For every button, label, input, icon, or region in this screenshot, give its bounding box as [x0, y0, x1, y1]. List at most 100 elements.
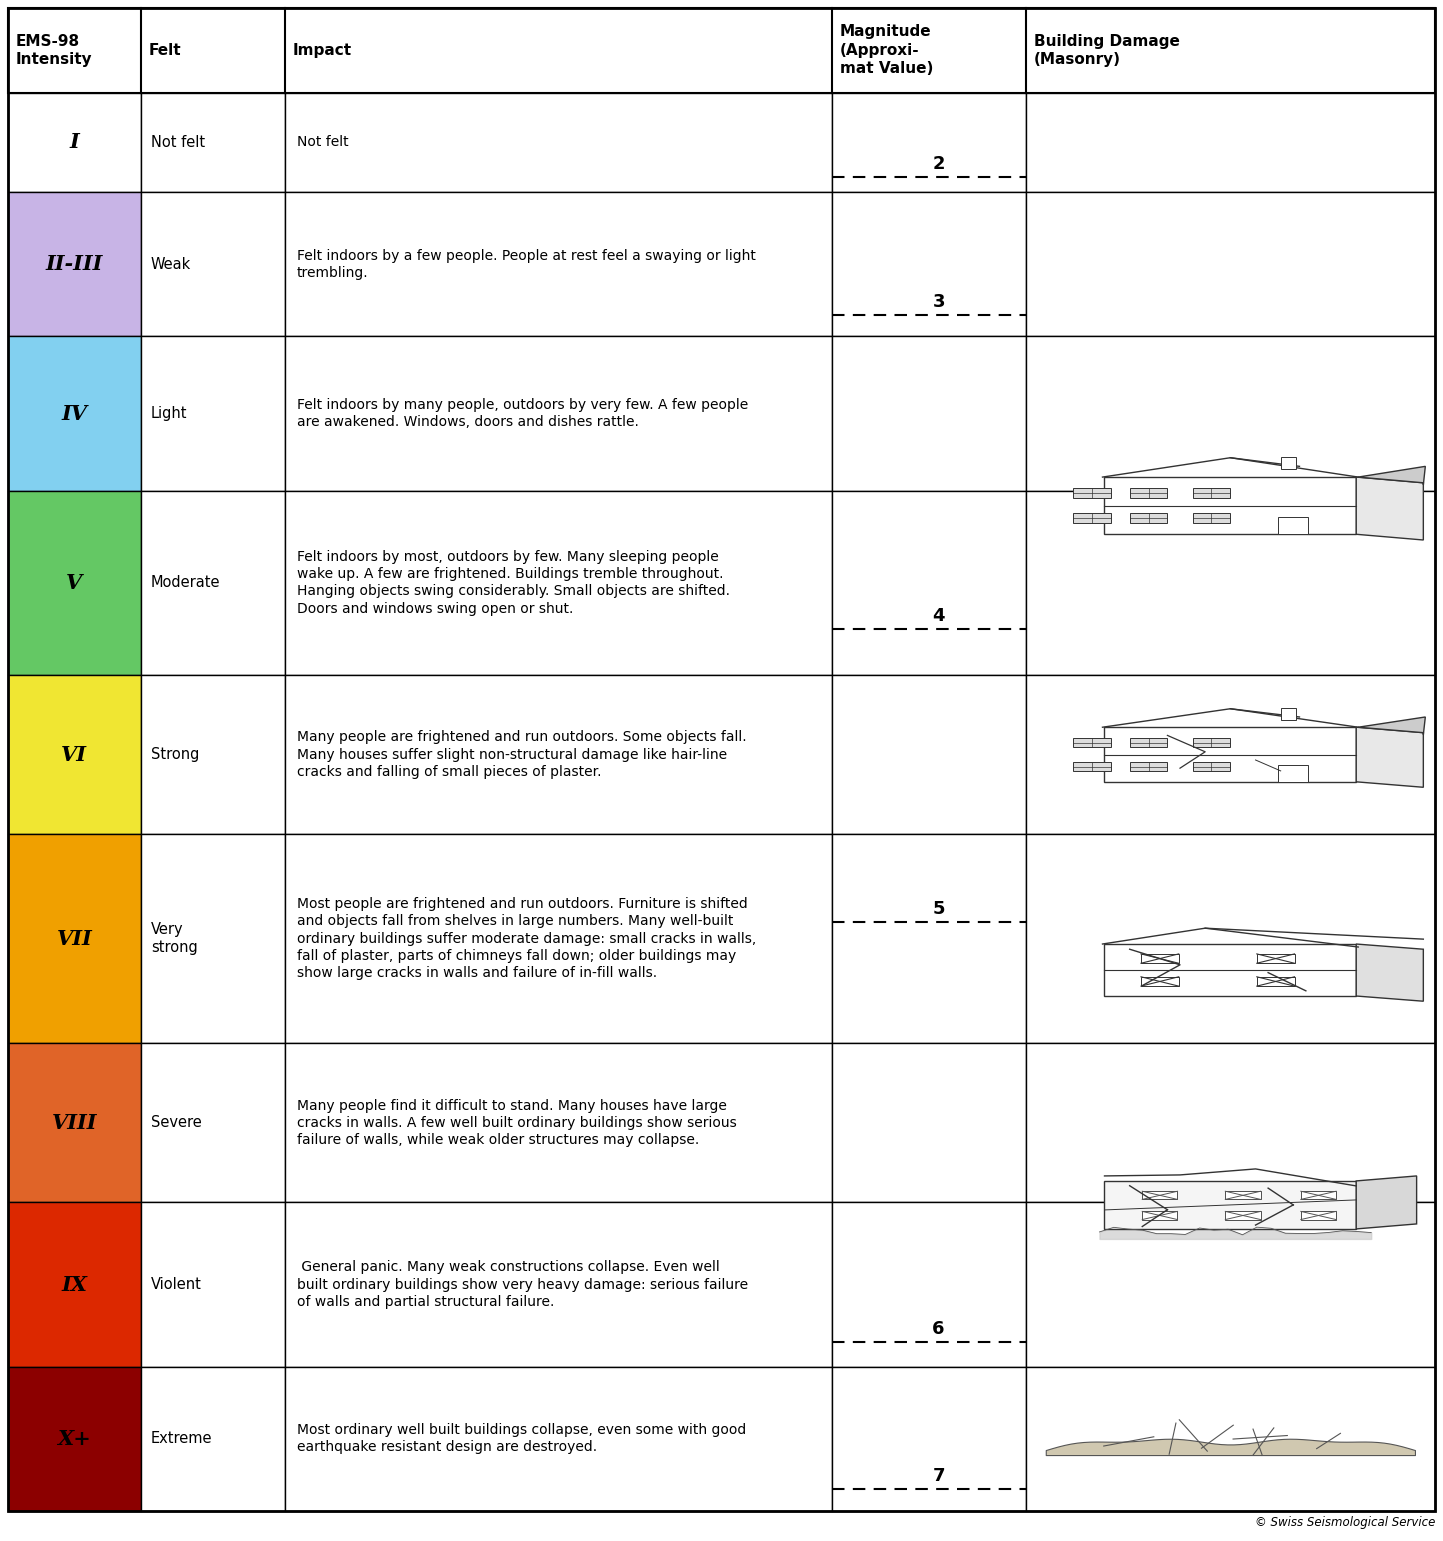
Bar: [9, 834, 141, 1043]
Text: Most people are frightened and run outdoors. Furniture is shifted
and objects fa: Most people are frightened and run outdo…: [297, 897, 756, 980]
Polygon shape: [1358, 467, 1426, 485]
Bar: [1300, 1191, 1336, 1199]
Text: IX: IX: [62, 1274, 88, 1294]
Bar: [284, 193, 833, 336]
Text: Strong: Strong: [150, 747, 199, 761]
Bar: [833, 193, 1026, 336]
Text: Felt: Felt: [149, 43, 182, 59]
Bar: [1281, 456, 1296, 470]
Text: VII: VII: [56, 929, 92, 949]
Bar: [1192, 761, 1231, 772]
Text: Many people are frightened and run outdoors. Some objects fall.
Many houses suff: Many people are frightened and run outdo…: [297, 730, 746, 778]
Text: X+: X+: [58, 1429, 91, 1449]
Bar: [141, 490, 284, 675]
Text: 5: 5: [932, 900, 945, 918]
Bar: [284, 92, 833, 193]
Text: Moderate: Moderate: [150, 575, 221, 590]
Text: VIII: VIII: [52, 1113, 97, 1133]
Text: EMS-98
Intensity: EMS-98 Intensity: [16, 34, 92, 68]
Text: Magnitude
(Approxi-
mat Value): Magnitude (Approxi- mat Value): [840, 25, 934, 77]
Bar: [1192, 513, 1231, 524]
Bar: [1278, 766, 1309, 781]
Bar: [1300, 1211, 1336, 1219]
Bar: [1026, 1367, 1434, 1512]
Text: 2: 2: [932, 156, 945, 173]
Bar: [141, 1367, 284, 1512]
Bar: [141, 193, 284, 336]
Bar: [1143, 1191, 1177, 1199]
Text: IV: IV: [62, 404, 88, 424]
Bar: [833, 1202, 1026, 1367]
Bar: [141, 675, 284, 834]
Bar: [1026, 336, 1434, 490]
Bar: [833, 834, 1026, 1043]
Text: Felt indoors by many people, outdoors by very few. A few people
are awakened. Wi: Felt indoors by many people, outdoors by…: [297, 398, 747, 430]
Text: Extreme: Extreme: [150, 1432, 212, 1447]
Bar: [284, 834, 833, 1043]
Bar: [1074, 761, 1111, 772]
Bar: [1141, 954, 1179, 963]
Bar: [1130, 761, 1167, 772]
Bar: [833, 92, 1026, 193]
Text: Not felt: Not felt: [297, 136, 348, 149]
Bar: [1130, 513, 1167, 524]
Bar: [1192, 738, 1231, 747]
Bar: [9, 1043, 141, 1202]
Text: 3: 3: [932, 293, 945, 311]
Bar: [1026, 675, 1434, 834]
Bar: [833, 336, 1026, 490]
Bar: [833, 490, 1026, 675]
Bar: [1257, 977, 1294, 986]
Text: Impact: Impact: [293, 43, 352, 59]
Bar: [1026, 193, 1434, 336]
Bar: [1074, 513, 1111, 524]
Text: VI: VI: [62, 744, 88, 764]
Text: V: V: [66, 573, 82, 593]
Text: Severe: Severe: [150, 1116, 202, 1130]
Bar: [141, 336, 284, 490]
Bar: [9, 8, 1434, 92]
Polygon shape: [1356, 945, 1423, 1002]
Bar: [9, 1367, 141, 1512]
Bar: [141, 1043, 284, 1202]
Bar: [1130, 488, 1167, 498]
Bar: [141, 834, 284, 1043]
Text: Violent: Violent: [150, 1277, 202, 1291]
Bar: [1143, 1211, 1177, 1219]
Bar: [1192, 488, 1231, 498]
Bar: [284, 1043, 833, 1202]
Bar: [1281, 707, 1296, 720]
Text: II-III: II-III: [46, 254, 102, 274]
Bar: [284, 675, 833, 834]
Text: Very
strong: Very strong: [150, 922, 198, 955]
Polygon shape: [1356, 478, 1423, 539]
Bar: [1074, 738, 1111, 747]
Text: Light: Light: [150, 407, 188, 421]
Bar: [9, 1202, 141, 1367]
Text: Building Damage
(Masonry): Building Damage (Masonry): [1033, 34, 1179, 68]
Text: Many people find it difficult to stand. Many houses have large
cracks in walls. : Many people find it difficult to stand. …: [297, 1099, 736, 1147]
Bar: [1026, 1043, 1434, 1202]
Text: 6: 6: [932, 1321, 945, 1338]
Text: © Swiss Seismological Service: © Swiss Seismological Service: [1254, 1516, 1434, 1529]
Text: Felt indoors by most, outdoors by few. Many sleeping people
wake up. A few are f: Felt indoors by most, outdoors by few. M…: [297, 550, 730, 616]
Bar: [1026, 834, 1434, 1043]
Polygon shape: [1358, 717, 1426, 735]
Bar: [1225, 1191, 1261, 1199]
Bar: [9, 336, 141, 490]
Bar: [9, 490, 141, 675]
Polygon shape: [1356, 1176, 1417, 1228]
Text: Most ordinary well built buildings collapse, even some with good
earthquake resi: Most ordinary well built buildings colla…: [297, 1424, 746, 1455]
Text: 4: 4: [932, 607, 945, 624]
Text: General panic. Many weak constructions collapse. Even well
built ordinary buildi: General panic. Many weak constructions c…: [297, 1261, 747, 1308]
Bar: [1104, 945, 1356, 995]
Text: 7: 7: [932, 1467, 945, 1486]
Bar: [9, 675, 141, 834]
Bar: [284, 1367, 833, 1512]
Bar: [284, 490, 833, 675]
Bar: [1141, 977, 1179, 986]
Bar: [1104, 478, 1356, 535]
Bar: [1104, 727, 1356, 781]
Bar: [1026, 1202, 1434, 1367]
Bar: [833, 1043, 1026, 1202]
